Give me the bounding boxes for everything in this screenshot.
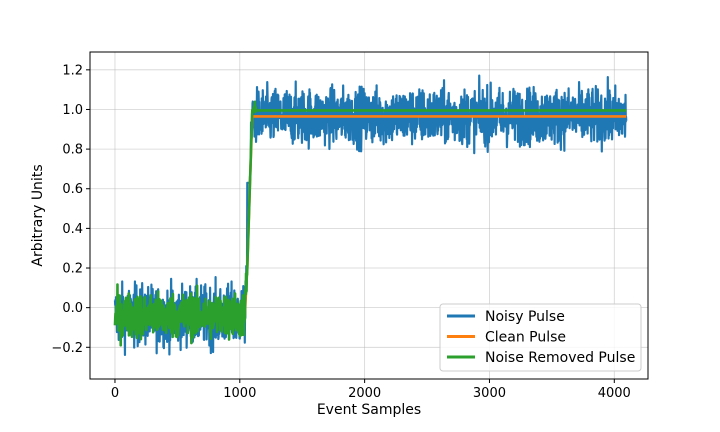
plot-frame — [89, 51, 649, 380]
plot-series — [113, 74, 628, 357]
series-line-noise-removed-pulse — [113, 100, 628, 347]
x-tick-label: 1000 — [223, 386, 256, 401]
y-tick-label: 0.6 — [62, 182, 83, 197]
y-tick-label: 0.0 — [62, 301, 83, 316]
x-tick-label: 3000 — [473, 386, 506, 401]
y-tick-label: −0.2 — [51, 341, 83, 356]
y-tick-label: 0.2 — [62, 262, 83, 277]
y-tick-label: 1.2 — [62, 63, 83, 78]
legend-label-clean-pulse: Clean Pulse — [485, 330, 566, 346]
legend-items: Noisy Pulse Clean Pulse Noise Removed Puls… — [447, 309, 635, 366]
y-tick-label: 1.0 — [62, 103, 83, 118]
x-axis-label: Event Samples — [317, 402, 421, 418]
x-tick-label: 4000 — [598, 386, 631, 401]
x-tick-label: 0 — [111, 386, 119, 401]
axis-ticks: 0 1000 2000 3000 4000 −0.2 0.0 0.2 0.4 0.6 0.8 1.0 1… — [51, 63, 630, 401]
y-tick-label: 0.4 — [62, 222, 83, 237]
x-tick-label: 2000 — [348, 386, 381, 401]
legend-label-noise-removed-pulse: Noise Removed Pulse — [485, 350, 635, 366]
y-tick-label: 0.8 — [62, 143, 83, 158]
legend: Noisy Pulse Clean Pulse Noise Removed Puls… — [439, 303, 642, 372]
legend-label-noisy-pulse: Noisy Pulse — [485, 309, 565, 325]
legend-box — [439, 303, 642, 372]
y-axis-label: Arbitrary Units — [30, 164, 46, 266]
